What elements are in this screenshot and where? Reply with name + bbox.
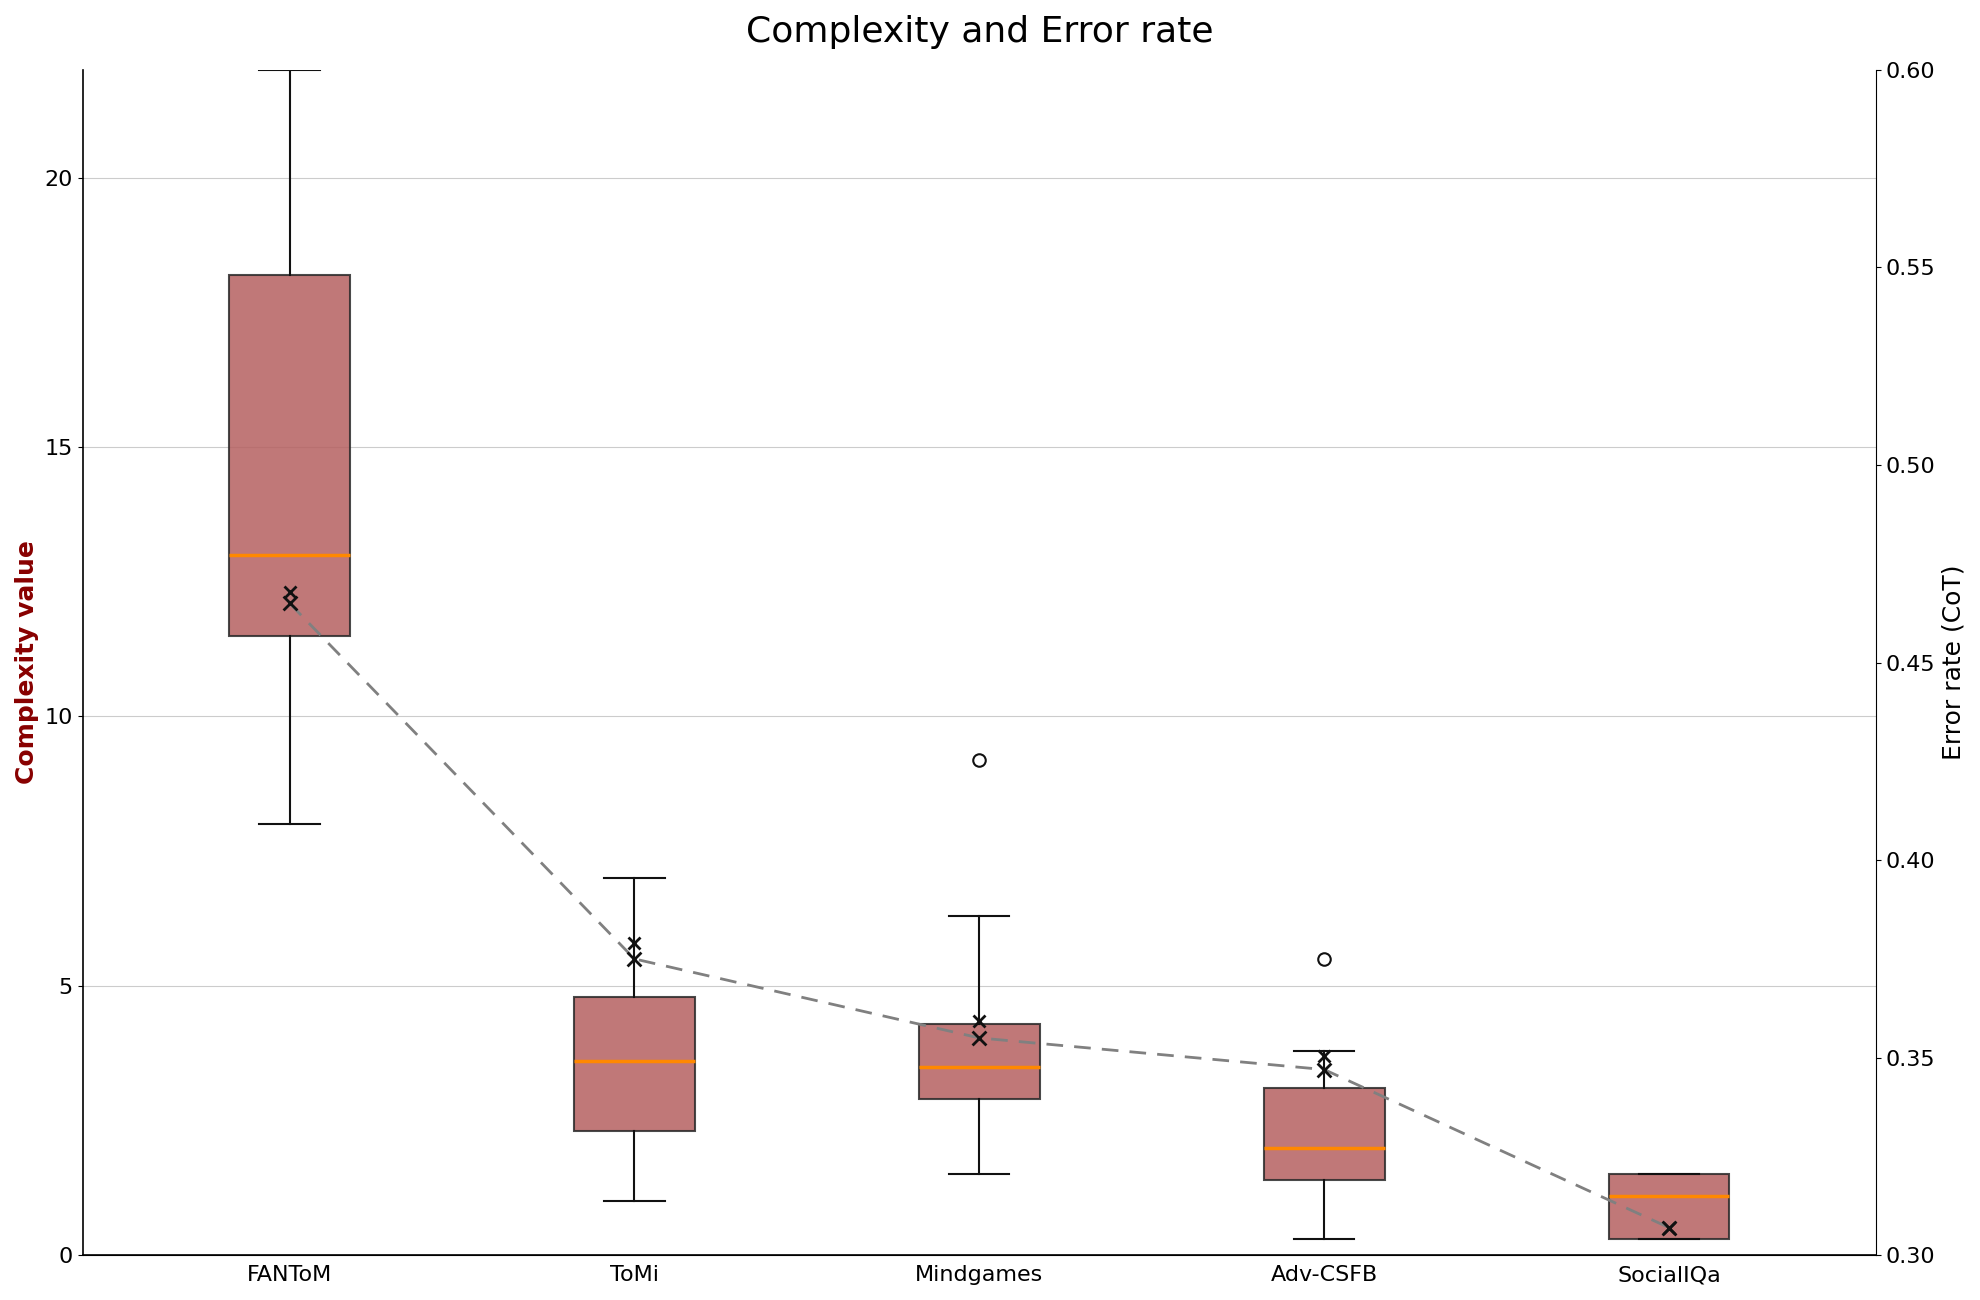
Y-axis label: Complexity value: Complexity value	[16, 541, 40, 784]
Title: Complexity and Error rate: Complexity and Error rate	[746, 16, 1214, 49]
Point	[1309, 1060, 1340, 1080]
Point	[618, 949, 649, 970]
PathPatch shape	[230, 274, 350, 636]
PathPatch shape	[919, 1023, 1040, 1098]
PathPatch shape	[1263, 1088, 1384, 1180]
PathPatch shape	[574, 997, 695, 1131]
Point	[964, 1027, 996, 1048]
Point	[273, 593, 305, 614]
PathPatch shape	[1608, 1174, 1729, 1239]
Y-axis label: Error rate (CoT): Error rate (CoT)	[1940, 564, 1964, 760]
Point	[1653, 1217, 1685, 1238]
